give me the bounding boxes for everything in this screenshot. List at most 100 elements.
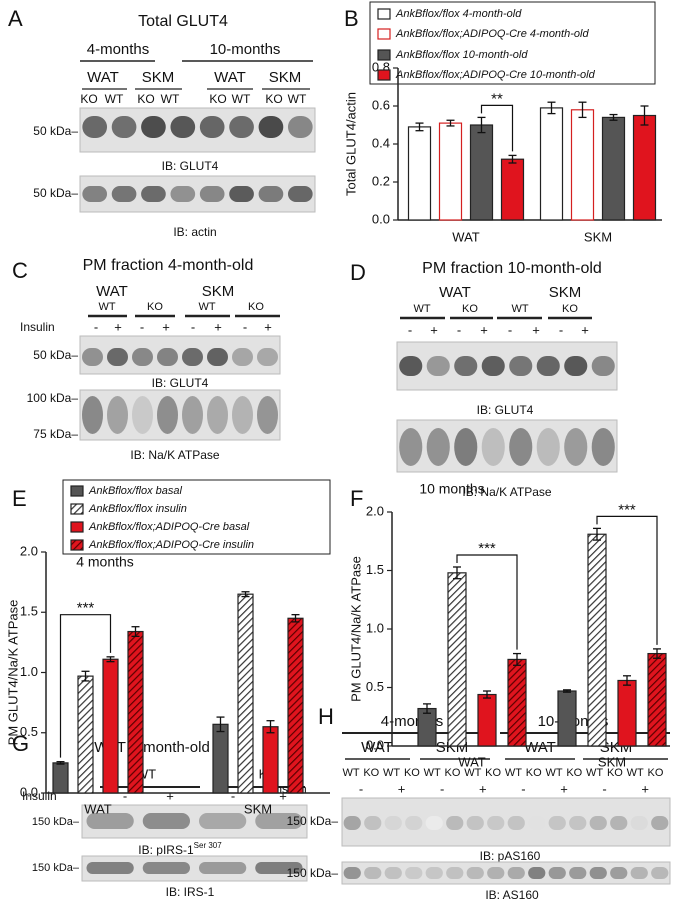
genotype-label: KO <box>147 301 163 313</box>
panel-label: B <box>344 6 359 31</box>
y-tick-label: 1.5 <box>20 604 38 619</box>
blot-band <box>157 396 178 434</box>
genotype-label: WT <box>511 303 528 315</box>
bar <box>52 762 69 794</box>
insulin-sign: + <box>279 788 287 803</box>
blot-band <box>132 396 153 434</box>
blot-band <box>82 396 103 434</box>
blot-band <box>199 186 225 202</box>
blot-band <box>86 813 134 829</box>
blot-band <box>507 867 525 879</box>
genotype-label: KO <box>485 767 501 779</box>
blot-band <box>487 816 505 830</box>
genotype-label: KO <box>265 92 282 106</box>
genotype-label: KO <box>363 767 379 779</box>
y-tick-label: 1.0 <box>366 620 384 635</box>
genotype-label: KO <box>462 303 478 315</box>
error-bar <box>640 105 649 126</box>
error-bar <box>266 720 275 734</box>
panel-label: F <box>350 486 363 511</box>
genotype-label: KO <box>209 92 226 106</box>
bar <box>102 658 119 794</box>
x-tick-label: SKM <box>244 801 272 816</box>
age-label: 4-months <box>87 41 150 58</box>
blot-band <box>569 867 587 879</box>
error-bar <box>483 690 491 699</box>
blot-band <box>509 356 533 376</box>
y-axis-label: PM GLUT4/Na/K ATPase <box>348 556 363 702</box>
antibody-superscript: Ser 307 <box>194 841 223 850</box>
y-tick-label: 0.6 <box>372 97 390 112</box>
bar <box>507 658 527 747</box>
blot-band <box>170 186 196 202</box>
blot-band <box>141 186 166 202</box>
blot-band <box>487 867 505 879</box>
error-bar <box>56 761 65 765</box>
blot-band <box>170 116 196 138</box>
error-bar <box>241 591 250 598</box>
insulin-sign: - <box>359 781 363 796</box>
genotype-label: WT <box>627 767 644 779</box>
genotype-label: WT <box>342 767 359 779</box>
blot-band <box>255 813 303 829</box>
y-tick-label: 1.0 <box>20 664 38 679</box>
y-tick-label: 0.5 <box>366 679 384 694</box>
bar <box>469 124 494 221</box>
bar <box>647 652 667 747</box>
blot-band <box>384 816 402 830</box>
blot-band <box>446 816 464 830</box>
error-bar <box>415 122 424 132</box>
antibody-label: IB: pAS160 <box>480 849 541 863</box>
marker-label: 150 kDa– <box>287 866 339 880</box>
legend-label: AnkBflox/flox 10-month-old <box>395 49 528 61</box>
tissue-label: SKM <box>202 283 235 300</box>
bar <box>287 617 304 794</box>
genotype-label: WT <box>198 301 215 313</box>
y-tick-label: 1.5 <box>366 562 384 577</box>
error-bar <box>453 566 461 580</box>
insulin-sign: - <box>140 319 144 334</box>
insulin-sign: + <box>560 781 568 796</box>
tissue-label: WAT <box>439 284 471 301</box>
genotype-label: WT <box>413 303 430 315</box>
legend-label: AnkBflox/flox 4-month-old <box>395 8 522 20</box>
blot-band <box>610 816 628 830</box>
marker-label: 100 kDa– <box>27 391 79 405</box>
genotype-label: KO <box>404 767 420 779</box>
blot-band <box>630 867 648 879</box>
insulin-label: Insulin <box>20 320 55 334</box>
blot-title: PM fraction 10-month-old <box>422 260 602 277</box>
antibody-label: IB: GLUT4 <box>477 403 534 417</box>
tissue-label: SKM <box>549 284 582 301</box>
y-tick-label: 0.0 <box>20 784 38 799</box>
insulin-sign: - <box>508 322 512 337</box>
genotype-label: KO <box>80 92 97 106</box>
blot-band <box>536 428 560 466</box>
insulin-sign: - <box>191 319 195 334</box>
bar <box>447 572 467 747</box>
y-axis-label: Total GLUT4/actin <box>343 92 358 196</box>
tissue-label: WAT <box>87 69 119 86</box>
genotype-label: WT <box>105 92 124 106</box>
significance-bracket <box>59 614 112 758</box>
legend-label: AnkBflox/flox insulin <box>88 503 187 515</box>
blot-band <box>591 428 615 466</box>
bar <box>237 593 254 794</box>
y-axis-label: PM GLUT4/Na/K ATPase <box>5 600 20 746</box>
tissue-label: WAT <box>214 69 246 86</box>
legend-label: AnkBflox/flox;ADIPOQ-Cre 10-month-old <box>395 69 596 81</box>
legend-swatch <box>70 485 84 497</box>
legend-swatch <box>70 521 84 533</box>
legend-swatch <box>70 539 84 551</box>
significance-bracket <box>480 104 514 152</box>
legend-label: AnkBflox/flox;ADIPOQ-Cre basal <box>88 521 250 533</box>
antibody-label: IB: IRS-1 <box>166 885 215 899</box>
error-bar <box>508 154 517 164</box>
panel-label: A <box>8 6 23 31</box>
blot-band <box>229 186 254 202</box>
panel-label: G <box>12 731 29 756</box>
blot-band <box>258 186 284 202</box>
bar <box>127 630 144 794</box>
insulin-sign: - <box>457 322 461 337</box>
bar <box>632 114 657 221</box>
